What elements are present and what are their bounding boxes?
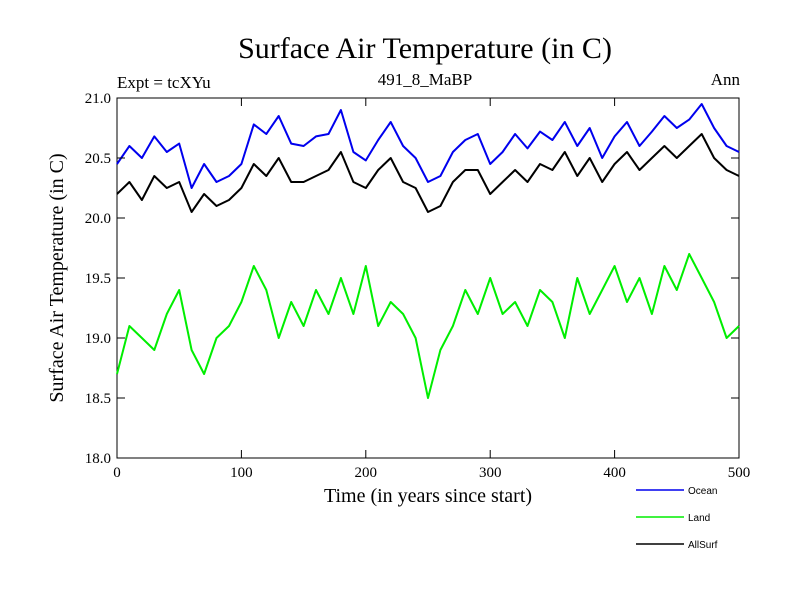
y-tick-label: 19.0 — [85, 331, 111, 347]
x-tick-label: 400 — [603, 465, 626, 481]
x-tick-label: 300 — [479, 465, 502, 481]
y-tick-label: 18.0 — [85, 451, 111, 467]
series-layer — [116, 103, 740, 399]
y-tick-label: 20.5 — [85, 151, 111, 167]
experiment-label: Expt = tcXYu — [117, 73, 211, 92]
x-axis-label: Time (in years since start) — [324, 485, 532, 507]
series-line-allsurf — [116, 133, 740, 213]
legend-label-land: Land — [688, 513, 710, 524]
legend: Ocean Land AllSurf — [636, 486, 718, 551]
chart-title: Surface Air Temperature (in C) — [238, 32, 612, 65]
axis-layer: 0 100 200 300 400 500 18.0 18.5 19.0 19.5 20.0 20.5… — [85, 91, 751, 481]
y-tick-label: 21.0 — [85, 91, 111, 107]
plot-frame — [116, 97, 740, 459]
x-tick-label: 100 — [230, 465, 253, 481]
y-tick-label: 18.5 — [85, 391, 111, 407]
series-line-land — [116, 253, 740, 399]
x-tick-label: 500 — [728, 465, 751, 481]
y-axis-label: Surface Air Temperature (in C) — [46, 153, 68, 402]
run-label: 491_8_MaBP — [378, 70, 472, 89]
legend-label-allsurf: AllSurf — [688, 540, 718, 551]
x-tick-label: 0 — [113, 465, 121, 481]
season-label: Ann — [711, 70, 741, 89]
x-tick-label: 200 — [355, 465, 378, 481]
y-tick-label: 19.5 — [85, 271, 111, 287]
legend-label-ocean: Ocean — [688, 486, 717, 497]
series-line-ocean — [116, 103, 740, 189]
y-tick-label: 20.0 — [85, 211, 111, 227]
